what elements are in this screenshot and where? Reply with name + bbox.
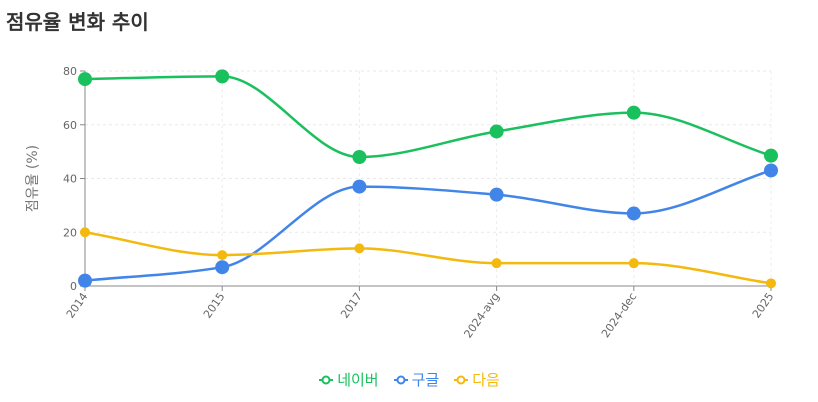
data-point[interactable]: [626, 206, 641, 221]
data-point[interactable]: [78, 273, 92, 288]
legend-item[interactable]: 다음: [453, 369, 500, 390]
legend-line-icon: [393, 375, 408, 384]
data-point[interactable]: [489, 124, 504, 139]
y-tick-label: 20: [63, 226, 77, 239]
legend-label: 다음: [472, 371, 500, 389]
series-group: [78, 69, 778, 164]
data-point[interactable]: [78, 72, 92, 87]
legend-item[interactable]: 구글: [393, 369, 440, 390]
legend-label: 구글: [411, 371, 440, 389]
legend-label: 네이버: [337, 371, 379, 389]
series-group: [78, 163, 778, 288]
data-point[interactable]: [215, 69, 230, 84]
data-point[interactable]: [628, 258, 639, 269]
data-point[interactable]: [352, 150, 367, 164]
chart-title: 점유율 변화 추이: [6, 10, 149, 34]
x-tick-label: 2014: [64, 290, 91, 320]
data-point[interactable]: [217, 250, 228, 261]
legend: 네이버 구글 다음: [0, 369, 818, 390]
x-tick-label: 2025: [750, 290, 777, 320]
series-group: [80, 227, 776, 289]
series-line: [84, 75, 772, 159]
data-point[interactable]: [766, 278, 776, 289]
legend-line-icon: [454, 375, 469, 384]
data-point[interactable]: [354, 243, 365, 254]
y-tick-label: 60: [63, 119, 77, 132]
x-tick-label: 2017: [338, 290, 365, 320]
data-point[interactable]: [764, 163, 778, 178]
y-tick-label: 0: [70, 280, 77, 293]
y-tick-label: 80: [63, 65, 77, 78]
data-point[interactable]: [489, 187, 504, 202]
y-tick-labels: 0 20 40 60 80: [63, 65, 85, 293]
series-line: [84, 169, 772, 282]
data-point[interactable]: [80, 227, 90, 238]
data-point[interactable]: [215, 260, 230, 275]
data-point[interactable]: [491, 258, 502, 269]
x-tick-label: 2015: [201, 290, 228, 320]
data-point[interactable]: [764, 148, 778, 163]
data-point[interactable]: [626, 105, 641, 120]
legend-line-icon: [319, 375, 334, 384]
legend-item[interactable]: 네이버: [318, 369, 379, 390]
y-axis-label: 점유율 (%): [25, 145, 41, 212]
y-tick-label: 40: [63, 173, 77, 186]
x-tick-labels: 2014 2015 2017 2024-avg 2024-dec 2025: [64, 286, 777, 340]
x-tick-label: 2024-avg: [461, 290, 502, 340]
series-line: [84, 231, 772, 285]
data-point[interactable]: [352, 179, 367, 194]
x-tick-label: 2024-dec: [599, 290, 639, 340]
series-layer: [78, 69, 778, 289]
